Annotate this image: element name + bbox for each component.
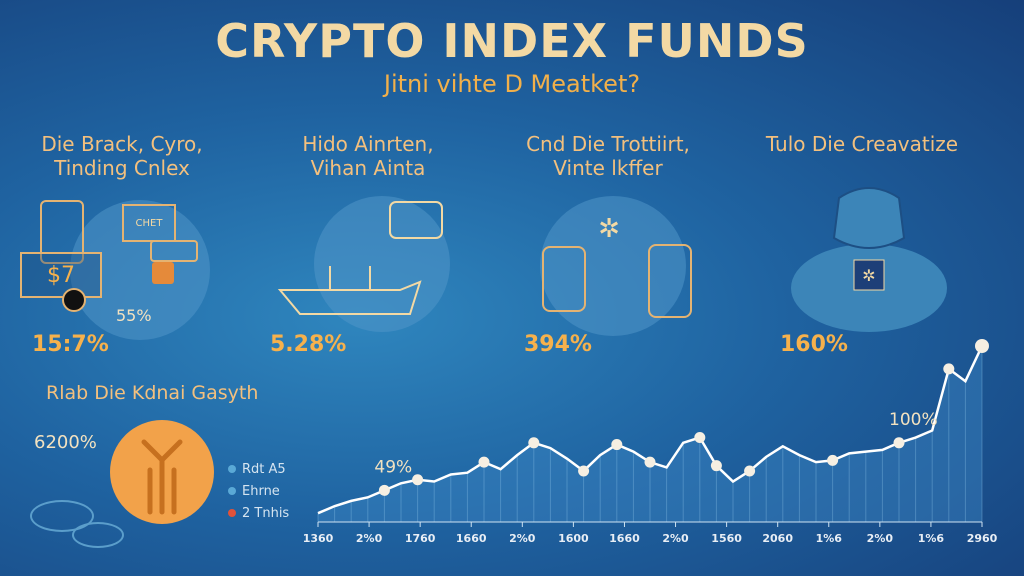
chart-x-tick-label: 1560 <box>711 532 742 545</box>
legend-item: Ehrne <box>228 480 289 502</box>
legend-dot <box>228 509 236 517</box>
card-icon: CHET <box>122 204 176 242</box>
chart-point <box>478 456 490 468</box>
chart-point <box>611 439 623 451</box>
page-subtitle: Jitni vihte D Meatket? <box>383 70 641 98</box>
section-1-title-line1: Die Brack, Cyro, <box>41 132 203 156</box>
chart-point <box>710 460 722 472</box>
legend-dot <box>228 465 236 473</box>
legend-label: Ehrne <box>242 483 280 499</box>
section-4-value: 160% <box>780 332 848 357</box>
chart-x-tick-label: 1660 <box>456 532 487 545</box>
price-tag: $7 <box>20 252 102 298</box>
phone-icon <box>40 200 84 264</box>
chart-point <box>827 454 839 466</box>
section-2-title: Hido Ainrten, Vihan Ainta <box>258 132 478 180</box>
section-2-circle <box>314 196 450 332</box>
legend-label: Rdt A5 <box>242 461 286 477</box>
section-3-title-line1: Cnd Die Trottiirt, <box>526 132 690 156</box>
price-tag-label: $7 <box>47 262 75 288</box>
section-1-circle <box>70 200 210 340</box>
legend-item: 2 Tnhis <box>228 502 289 524</box>
section-1-title: Die Brack, Cyro, Tinding Cnlex <box>12 132 232 180</box>
section-2-title-line1: Hido Ainrten, <box>302 132 434 156</box>
legend-dot <box>228 487 236 495</box>
legend-item: Rdt A5 <box>228 458 289 480</box>
section-3-circle <box>540 196 686 336</box>
chart-x-tick-label: 1%6 <box>918 532 945 545</box>
bottle-icon <box>648 244 692 318</box>
section-4-title-line1: Tulo Die Creavatize <box>765 132 959 156</box>
chart-x-tick-label: 1360 <box>303 532 334 545</box>
box-icon <box>152 262 174 284</box>
growth-legend: Rdt A5 Ehrne 2 Tnhis <box>228 458 289 524</box>
chart-x-tick-label: 2%0 <box>662 532 689 545</box>
growth-line-chart: 49% 100% 1360 2%0 1760 1660 2%0 1600 1660 2%0 1560… <box>303 339 998 545</box>
chart-x-tick-label: 2%0 <box>356 532 383 545</box>
chart-point <box>943 363 955 375</box>
section-1-title-line2: Tinding Cnlex <box>54 156 190 180</box>
boat-icon <box>277 201 443 315</box>
chart-point <box>378 484 390 496</box>
chart-x-tick-label: 2%0 <box>867 532 894 545</box>
coin-icon <box>62 288 86 312</box>
chart-point <box>528 437 540 449</box>
snowflake-icon: ✲ <box>598 214 620 244</box>
chart-x-tick-label: 2060 <box>762 532 793 545</box>
chart-x-tick-label: 1%6 <box>816 532 843 545</box>
legend-label: 2 Tnhis <box>242 505 290 521</box>
section-1-value: 15:7% <box>32 332 109 357</box>
chart-point <box>744 465 756 477</box>
section-2-value: 5.28% <box>270 332 347 357</box>
chart-x-tick-label: 2960 <box>967 532 998 545</box>
chart-area <box>318 346 982 522</box>
chart-x-tick-label: 1760 <box>405 532 436 545</box>
wallet-icon <box>150 240 198 262</box>
section-3-title: Cnd Die Trottiirt, Vinte lkffer <box>498 132 718 180</box>
chart-point <box>975 339 989 353</box>
chart-x-tick-label: 2%0 <box>509 532 536 545</box>
stone-icon-2 <box>72 522 124 548</box>
stone-icon <box>30 500 94 532</box>
chart-point <box>893 437 905 449</box>
chart-annotation: 49% <box>374 457 412 477</box>
growth-value: 6200% <box>34 432 97 453</box>
section-3-title-line2: Vinte lkffer <box>553 156 663 180</box>
page-title: CRYPTO INDEX FUNDS <box>215 14 809 68</box>
jar-icon <box>542 246 586 312</box>
chart-point <box>412 474 424 486</box>
chart-point <box>694 432 706 444</box>
section-3-value: 394% <box>524 332 592 357</box>
chart-x-tick-label: 1660 <box>609 532 640 545</box>
tree-icon <box>141 439 183 515</box>
chart-point <box>578 465 590 477</box>
section-1-secondary-value: 55% <box>116 306 152 325</box>
card-label: CHET <box>135 217 163 229</box>
chart-point <box>644 456 656 468</box>
section-4-title: Tulo Die Creavatize <box>752 132 972 156</box>
figure-icon: ✲ <box>791 187 947 332</box>
growth-title: Rlab Die Kdnai Gasyth <box>46 382 259 404</box>
chart-x-tick-label: 1600 <box>558 532 589 545</box>
section-2-title-line2: Vihan Ainta <box>310 156 426 180</box>
svg-text:✲: ✲ <box>862 266 875 285</box>
chart-annotation: 100% <box>889 410 938 430</box>
